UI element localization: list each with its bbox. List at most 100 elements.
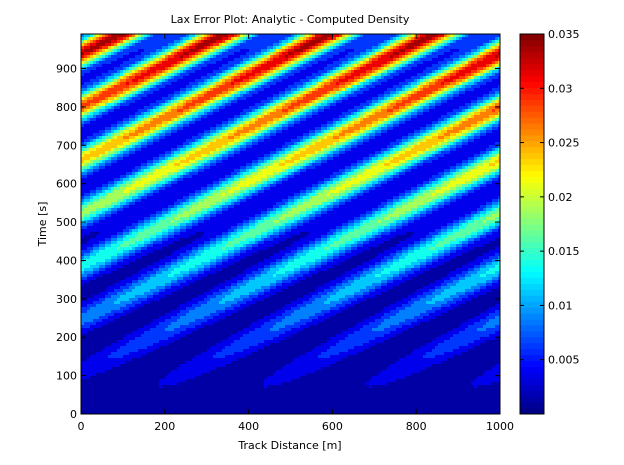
contour-cell	[84, 79, 88, 83]
contour-cell	[114, 88, 118, 92]
contour-cell	[351, 115, 355, 119]
contour-cell	[231, 130, 235, 134]
contour-cell	[369, 130, 373, 134]
contour-cell	[324, 124, 328, 128]
contour-cell	[276, 136, 280, 140]
contour-cell	[258, 88, 262, 92]
contour-cell	[147, 130, 151, 134]
contour-cell	[393, 58, 397, 62]
contour-cell	[429, 40, 433, 44]
contour-cell	[444, 91, 448, 95]
contour-cell	[186, 115, 190, 119]
contour-cell	[432, 88, 436, 92]
contour-cell	[117, 76, 121, 80]
contour-cell	[330, 106, 334, 110]
contour-cell	[435, 127, 439, 131]
contour-cell	[453, 43, 457, 47]
contour-cell	[135, 133, 139, 137]
contour-cell	[387, 103, 391, 107]
contour-cell	[108, 49, 112, 53]
contour-cell	[105, 61, 109, 65]
contour-cell	[213, 91, 217, 95]
contour-cell	[111, 121, 115, 125]
contour-cell	[147, 34, 151, 38]
contour-cell	[108, 73, 112, 77]
contour-cell	[234, 67, 238, 71]
contour-cell	[390, 112, 394, 116]
contour-cell	[306, 130, 310, 134]
contour-cell	[291, 76, 295, 80]
contour-cell	[213, 55, 217, 59]
contour-cell	[354, 58, 358, 62]
contour-cell	[279, 106, 283, 110]
contour-cell	[150, 34, 154, 38]
contour-cell	[204, 133, 208, 137]
contour-cell	[126, 124, 130, 128]
contour-cell	[489, 103, 493, 107]
contour-cell	[288, 124, 292, 128]
contour-cell	[354, 136, 358, 140]
contour-cell	[195, 121, 199, 125]
contour-cell	[96, 58, 100, 62]
contour-cell	[405, 94, 409, 98]
contour-cell	[444, 130, 448, 134]
contour-cell	[186, 82, 190, 86]
contour-cell	[357, 130, 361, 134]
contour-cell	[195, 94, 199, 98]
contour-cell	[120, 136, 124, 140]
contour-cell	[102, 58, 106, 62]
contour-cell	[330, 73, 334, 77]
contour-cell	[399, 133, 403, 137]
contour-cell	[267, 109, 271, 113]
contour-cell	[468, 121, 472, 125]
contour-cell	[378, 136, 382, 140]
contour-cell	[297, 67, 301, 71]
contour-cell	[144, 58, 148, 62]
contour-cell	[126, 43, 130, 47]
contour-cell	[195, 79, 199, 83]
contour-cell	[468, 46, 472, 50]
contour-cell	[432, 58, 436, 62]
contour-cell	[165, 73, 169, 77]
contour-cell	[333, 97, 337, 101]
contour-cell	[252, 133, 256, 137]
contour-cell	[285, 55, 289, 59]
contour-cell	[234, 133, 238, 137]
contour-cell	[84, 52, 88, 56]
contour-cell	[441, 46, 445, 50]
contour-cell	[219, 58, 223, 62]
contour-cell	[351, 52, 355, 56]
contour-cell	[141, 136, 145, 140]
contour-cell	[120, 70, 124, 74]
contour-cell	[231, 106, 235, 110]
contour-cell	[447, 64, 451, 68]
contour-cell	[264, 40, 268, 44]
contour-cell	[378, 115, 382, 119]
contour-cell	[255, 55, 259, 59]
contour-cell	[492, 79, 496, 83]
contour-cell	[168, 82, 172, 86]
contour-cell	[375, 106, 379, 110]
contour-cell	[438, 70, 442, 74]
contour-cell	[477, 61, 481, 65]
contour-cell	[339, 91, 343, 95]
contour-cell	[360, 34, 364, 38]
contour-cell	[465, 64, 469, 68]
contour-cell	[459, 118, 463, 122]
contour-cell	[105, 121, 109, 125]
contour-cell	[102, 115, 106, 119]
contour-cell	[363, 46, 367, 50]
contour-cell	[381, 85, 385, 89]
contour-cell	[108, 82, 112, 86]
contour-cell	[363, 61, 367, 65]
contour-cell	[273, 127, 277, 131]
contour-cell	[351, 70, 355, 74]
contour-cell	[117, 82, 121, 86]
contour-cell	[288, 52, 292, 56]
contour-cell	[369, 103, 373, 107]
contour-cell	[357, 109, 361, 113]
contour-cell	[429, 124, 433, 128]
contour-cell	[147, 40, 151, 44]
contour-cell	[150, 139, 154, 143]
contour-cell	[327, 106, 331, 110]
